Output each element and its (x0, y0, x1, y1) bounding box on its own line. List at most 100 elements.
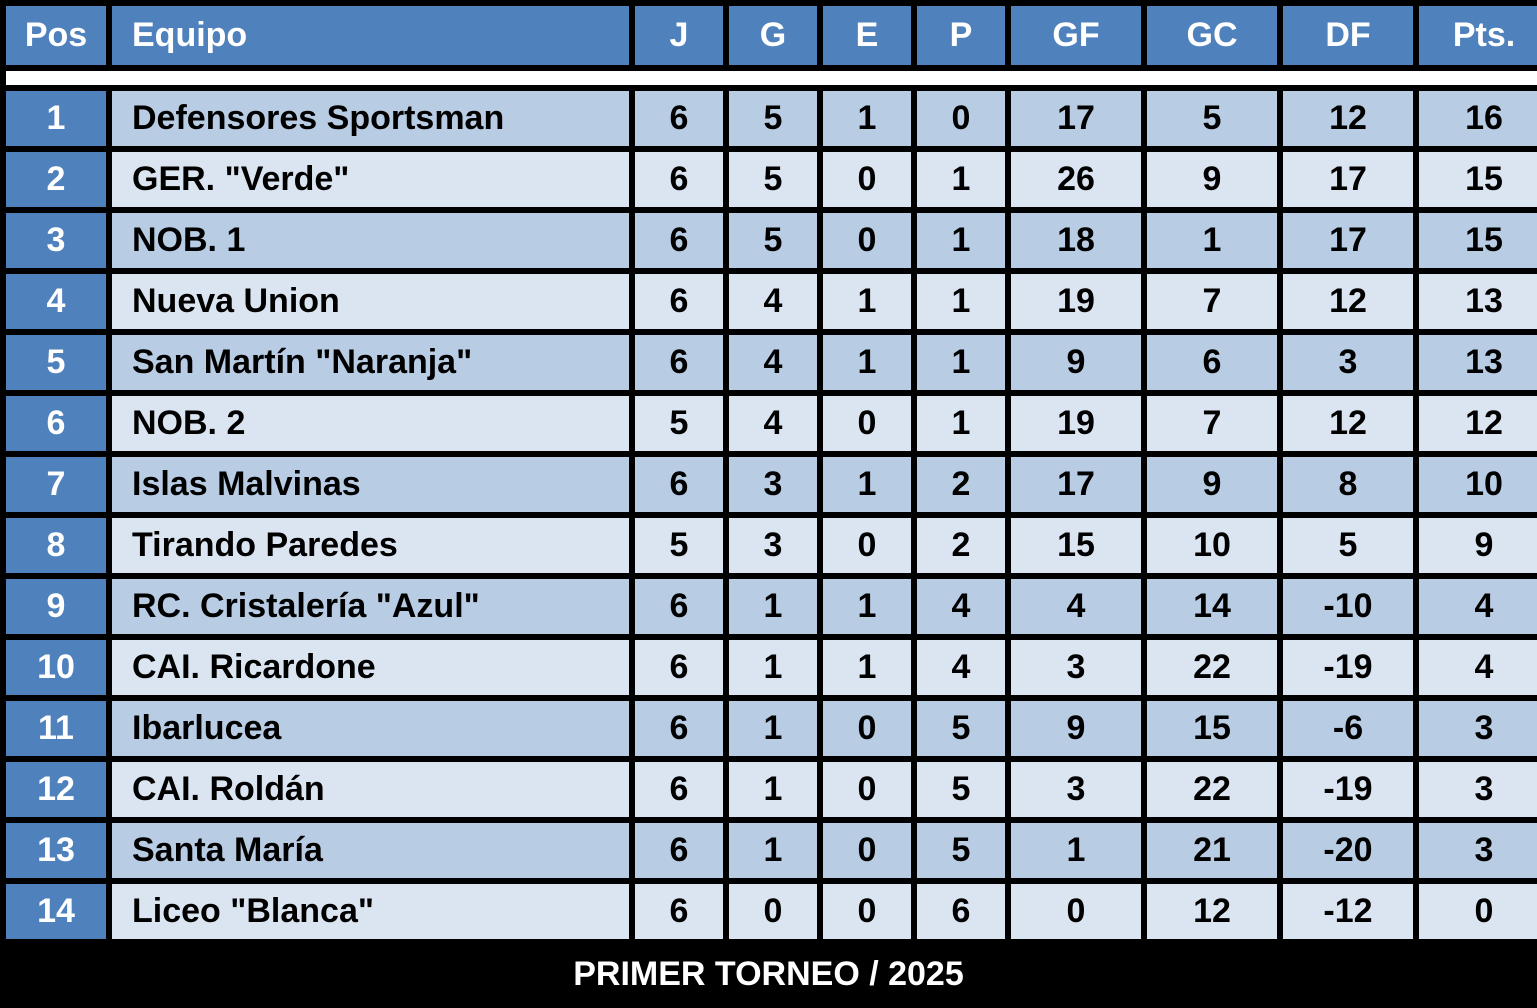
cell-pos: 10 (6, 640, 106, 695)
cell-e: 0 (823, 518, 911, 573)
cell-g: 1 (729, 579, 817, 634)
table-row: 9RC. Cristalería "Azul"6114414-104 (6, 579, 1537, 634)
header-row: PosEquipoJGEPGFGCDFPts. (6, 6, 1537, 65)
cell-j: 6 (635, 457, 723, 512)
table-row: 4Nueva Union64111971213 (6, 274, 1537, 329)
cell-gc: 7 (1147, 274, 1277, 329)
cell-pts: 15 (1419, 213, 1537, 268)
cell-gc: 12 (1147, 884, 1277, 939)
cell-g: 1 (729, 701, 817, 756)
col-header-pos: Pos (6, 6, 106, 65)
cell-g: 4 (729, 274, 817, 329)
cell-j: 5 (635, 396, 723, 451)
col-header-gc: GC (1147, 6, 1277, 65)
cell-gf: 0 (1011, 884, 1141, 939)
cell-df: -10 (1283, 579, 1413, 634)
cell-p: 5 (917, 762, 1005, 817)
cell-df: -20 (1283, 823, 1413, 878)
cell-team: NOB. 1 (112, 213, 629, 268)
cell-pts: 0 (1419, 884, 1537, 939)
cell-team: Santa María (112, 823, 629, 878)
header-spacer (6, 71, 1537, 85)
table-row: 13Santa María6105121-203 (6, 823, 1537, 878)
cell-g: 3 (729, 457, 817, 512)
cell-gc: 21 (1147, 823, 1277, 878)
cell-e: 0 (823, 396, 911, 451)
cell-gc: 9 (1147, 457, 1277, 512)
cell-e: 1 (823, 91, 911, 146)
cell-p: 4 (917, 579, 1005, 634)
cell-e: 0 (823, 823, 911, 878)
cell-pts: 3 (1419, 701, 1537, 756)
cell-e: 1 (823, 579, 911, 634)
table-row: 2GER. "Verde"65012691715 (6, 152, 1537, 207)
cell-gc: 22 (1147, 640, 1277, 695)
cell-g: 3 (729, 518, 817, 573)
cell-gf: 17 (1011, 91, 1141, 146)
cell-pts: 13 (1419, 274, 1537, 329)
table-row: 3NOB. 165011811715 (6, 213, 1537, 268)
cell-df: 12 (1283, 274, 1413, 329)
cell-pts: 10 (1419, 457, 1537, 512)
cell-pos: 2 (6, 152, 106, 207)
cell-pos: 4 (6, 274, 106, 329)
cell-team: RC. Cristalería "Azul" (112, 579, 629, 634)
cell-g: 5 (729, 213, 817, 268)
cell-e: 1 (823, 457, 911, 512)
cell-pts: 4 (1419, 579, 1537, 634)
cell-pos: 1 (6, 91, 106, 146)
cell-g: 1 (729, 762, 817, 817)
cell-p: 1 (917, 213, 1005, 268)
cell-pos: 14 (6, 884, 106, 939)
cell-pos: 13 (6, 823, 106, 878)
table-row: 11Ibarlucea6105915-63 (6, 701, 1537, 756)
cell-p: 5 (917, 823, 1005, 878)
cell-gc: 7 (1147, 396, 1277, 451)
cell-j: 6 (635, 213, 723, 268)
cell-j: 5 (635, 518, 723, 573)
cell-g: 1 (729, 823, 817, 878)
cell-df: 5 (1283, 518, 1413, 573)
cell-e: 1 (823, 640, 911, 695)
cell-gf: 9 (1011, 335, 1141, 390)
cell-team: NOB. 2 (112, 396, 629, 451)
cell-gc: 22 (1147, 762, 1277, 817)
cell-gc: 14 (1147, 579, 1277, 634)
cell-gf: 26 (1011, 152, 1141, 207)
cell-p: 1 (917, 274, 1005, 329)
col-header-df: DF (1283, 6, 1413, 65)
cell-e: 0 (823, 884, 911, 939)
cell-g: 4 (729, 396, 817, 451)
table-row: 8Tirando Paredes5302151059 (6, 518, 1537, 573)
col-header-team: Equipo (112, 6, 629, 65)
cell-e: 1 (823, 274, 911, 329)
cell-pos: 12 (6, 762, 106, 817)
cell-g: 1 (729, 640, 817, 695)
cell-pts: 16 (1419, 91, 1537, 146)
cell-gf: 4 (1011, 579, 1141, 634)
cell-gf: 9 (1011, 701, 1141, 756)
cell-pts: 3 (1419, 762, 1537, 817)
cell-gf: 19 (1011, 396, 1141, 451)
cell-gf: 19 (1011, 274, 1141, 329)
cell-e: 0 (823, 762, 911, 817)
col-header-g: G (729, 6, 817, 65)
cell-j: 6 (635, 823, 723, 878)
cell-df: 12 (1283, 396, 1413, 451)
cell-p: 6 (917, 884, 1005, 939)
cell-pos: 7 (6, 457, 106, 512)
standings-wrapper: PosEquipoJGEPGFGCDFPts. 1Defensores Spor… (0, 0, 1537, 1008)
cell-pts: 9 (1419, 518, 1537, 573)
cell-gf: 15 (1011, 518, 1141, 573)
cell-df: 17 (1283, 213, 1413, 268)
cell-df: 8 (1283, 457, 1413, 512)
standings-table: PosEquipoJGEPGFGCDFPts. 1Defensores Spor… (0, 0, 1537, 945)
cell-pts: 4 (1419, 640, 1537, 695)
col-header-pts: Pts. (1419, 6, 1537, 65)
table-row: 10CAI. Ricardone6114322-194 (6, 640, 1537, 695)
cell-team: Ibarlucea (112, 701, 629, 756)
cell-gf: 3 (1011, 762, 1141, 817)
cell-j: 6 (635, 579, 723, 634)
cell-pos: 3 (6, 213, 106, 268)
cell-pts: 15 (1419, 152, 1537, 207)
